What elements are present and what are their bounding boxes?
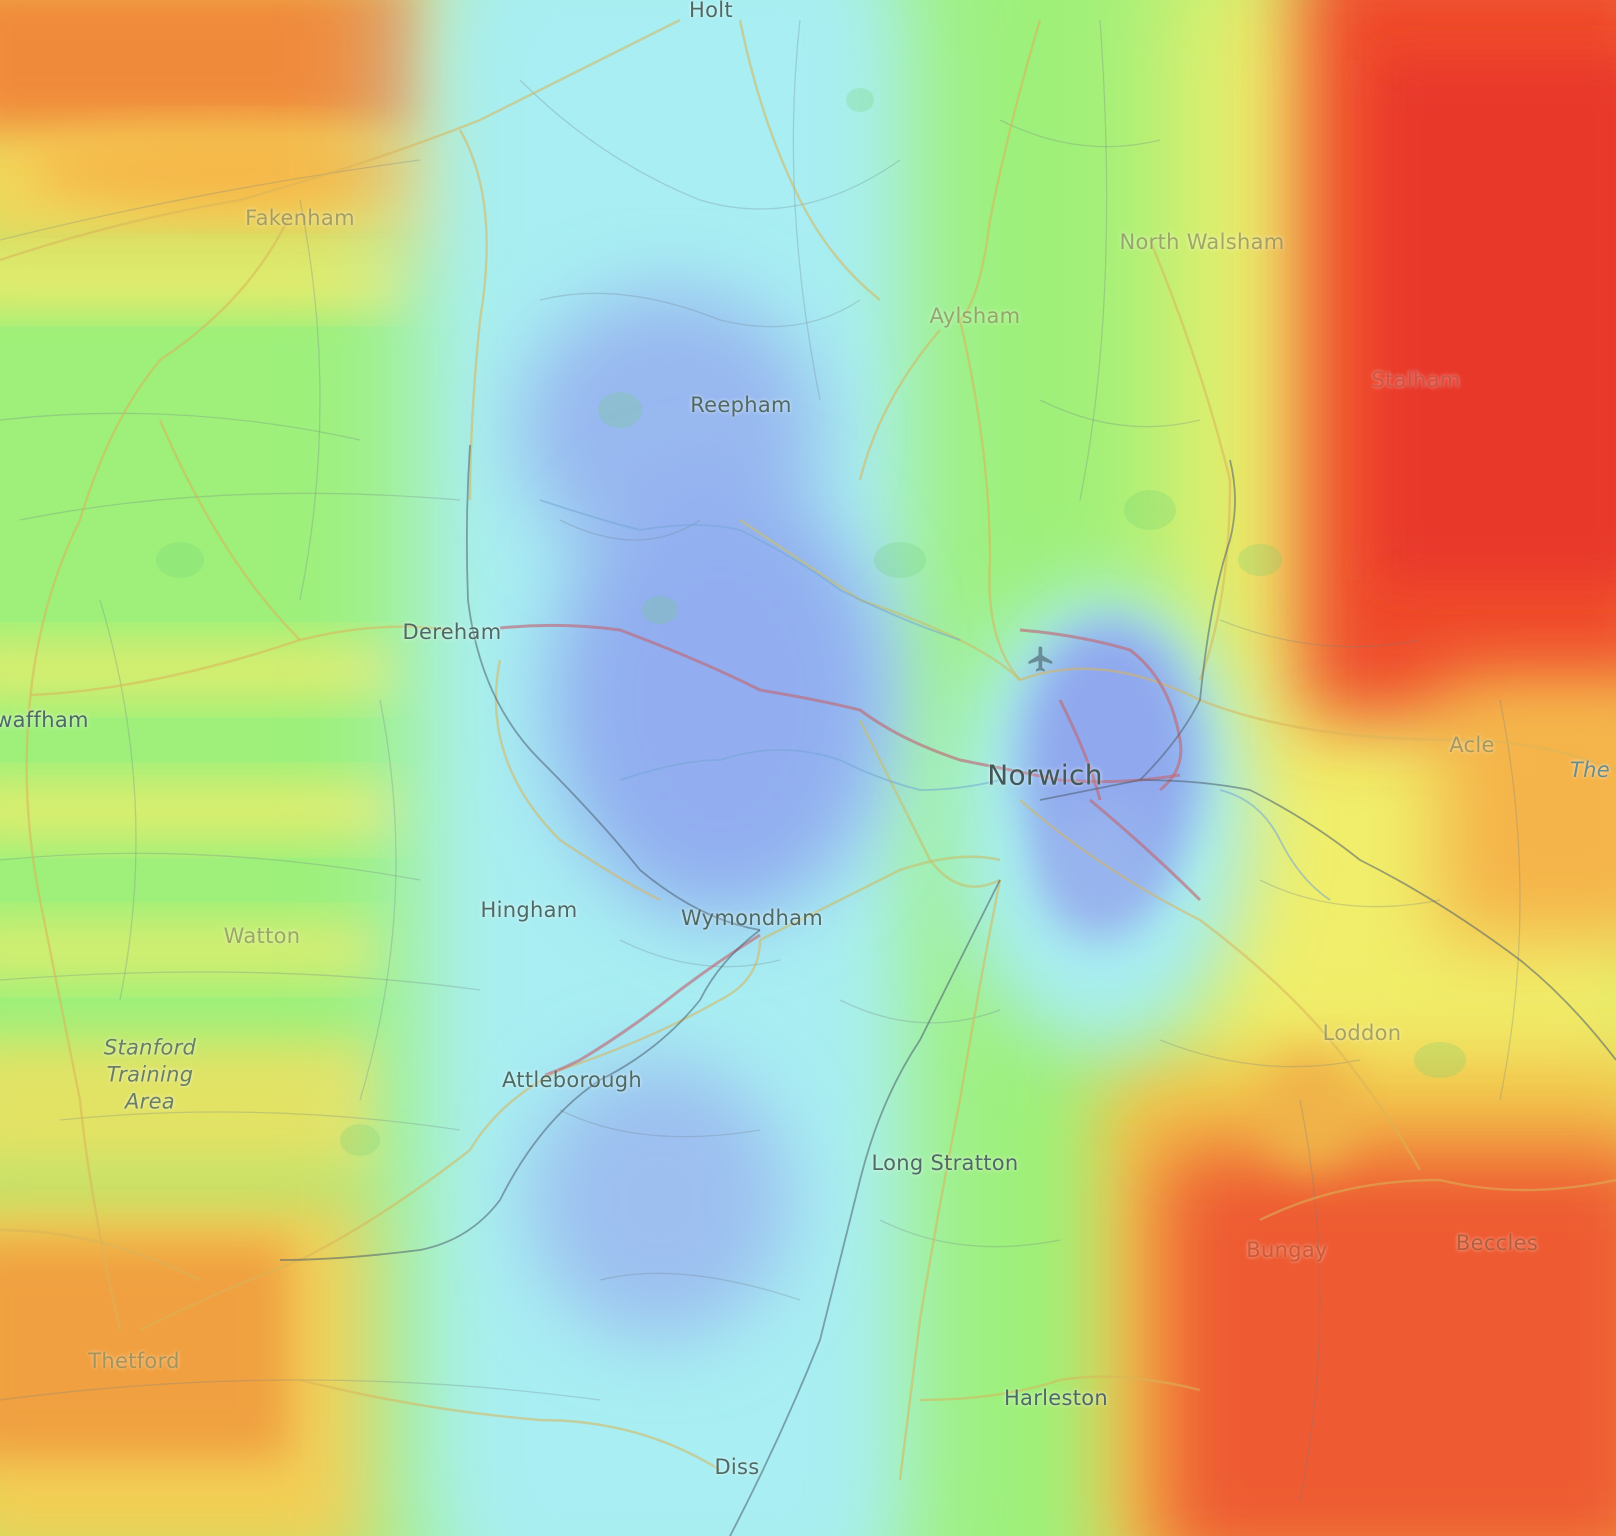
heat-blue-south	[530, 1060, 790, 1340]
heat-northeast-core	[1380, 60, 1616, 580]
place-label-swaffham: waffham	[0, 708, 89, 732]
heat-southwest-hot	[0, 1240, 290, 1460]
place-label-hingham: Hingham	[480, 898, 578, 922]
place-label-dereham: Dereham	[402, 620, 502, 644]
heat-northwest-hot	[0, 0, 430, 130]
place-label-diss: Diss	[714, 1455, 760, 1479]
place-label-bungay: Bungay	[1246, 1238, 1328, 1262]
heat-west-band-1	[0, 255, 410, 310]
heat-west-band-5	[0, 1040, 380, 1170]
place-label-reepham: Reepham	[690, 393, 792, 417]
area-label-line-2: Training	[106, 1062, 194, 1087]
heat-acle-warm	[1440, 680, 1616, 940]
place-label-the-broads: The	[1570, 758, 1610, 782]
place-label-watton: Watton	[223, 924, 301, 948]
place-label-holt: Holt	[689, 0, 733, 22]
heat-west-band-3	[0, 780, 400, 840]
place-label-aylsham: Aylsham	[929, 304, 1021, 328]
place-label-fakenham: Fakenham	[245, 206, 355, 230]
place-label-north-walsham: North Walsham	[1119, 230, 1285, 254]
place-label-stalham: Stalham	[1371, 368, 1461, 392]
place-label-harleston: Harleston	[1003, 1386, 1109, 1410]
heat-loddon-warm	[1260, 1050, 1360, 1170]
heat-southeast-hot	[1160, 1150, 1616, 1536]
place-label-attleborough: Attleborough	[502, 1068, 642, 1092]
place-label-long-stratton: Long Stratton	[871, 1151, 1019, 1175]
place-label-norwich: Norwich	[987, 758, 1103, 792]
area-label-line-1: Stanford	[103, 1035, 197, 1060]
place-label-thetford: Thetford	[88, 1349, 180, 1373]
place-label-loddon: Loddon	[1322, 1021, 1402, 1045]
heat-west-band-4	[0, 920, 380, 980]
heat-blue-west-norwich	[550, 480, 890, 920]
place-label-beccles: Beccles	[1455, 1231, 1539, 1255]
place-label-wymondham: Wymondham	[680, 906, 824, 930]
area-label-line-3: Area	[124, 1089, 175, 1114]
place-label-acle: Acle	[1449, 733, 1495, 757]
place-label-stanford-training-area: Stanford Training Area	[104, 1035, 196, 1116]
heat-fakenham-warm	[30, 130, 430, 210]
